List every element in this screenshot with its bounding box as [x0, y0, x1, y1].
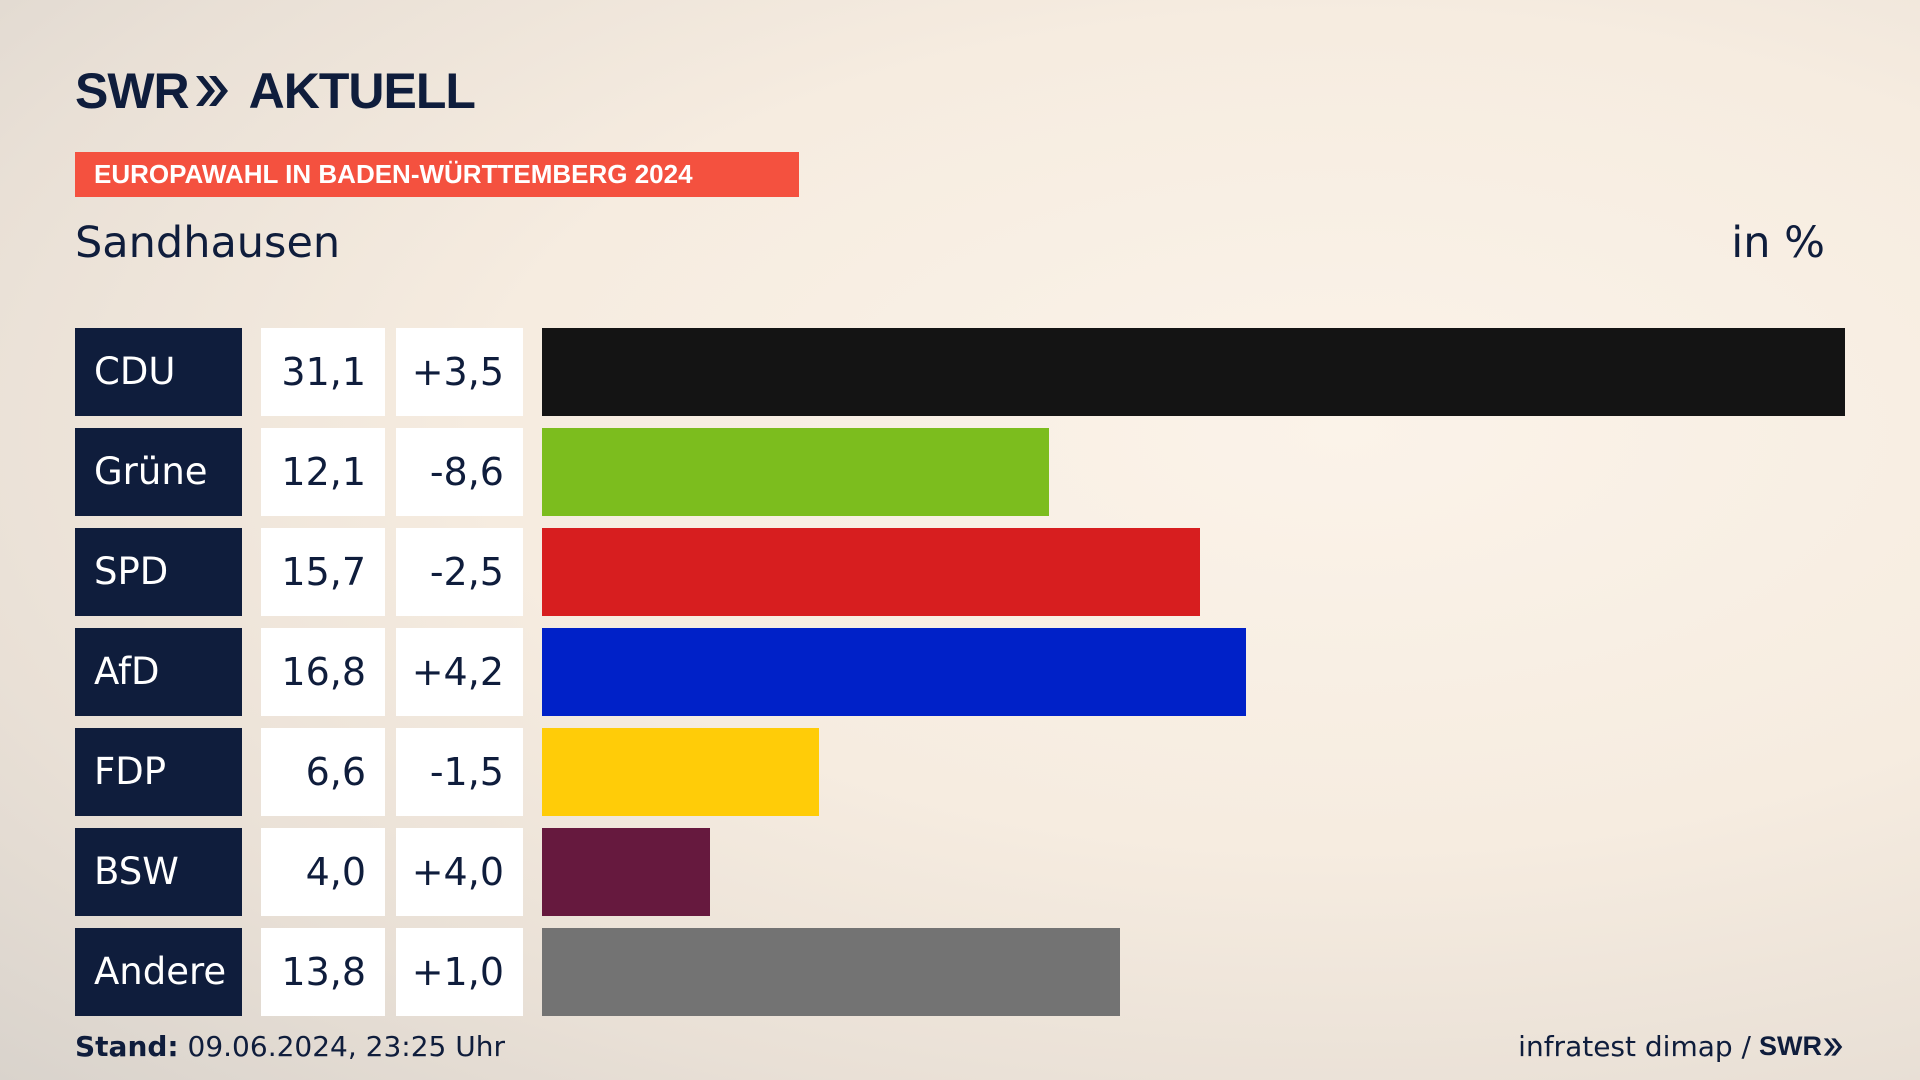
party-name: Grüne	[75, 428, 242, 516]
region-title: Sandhausen	[75, 218, 341, 268]
double-chevron-icon-small	[1823, 1037, 1843, 1056]
logo-aktuell-text: AKTUELL	[248, 63, 476, 119]
vote-change: -1,5	[396, 728, 523, 816]
vote-change: +1,0	[396, 928, 523, 1016]
election-banner: EUROPAWAHL IN BADEN-WÜRTTEMBERG 2024	[75, 152, 799, 197]
party-name: CDU	[75, 328, 242, 416]
result-bar	[542, 828, 710, 916]
result-bar	[542, 928, 1121, 1016]
result-bar	[542, 528, 1200, 616]
vote-share: 4,0	[261, 828, 385, 916]
stand-label: Stand:	[75, 1030, 179, 1063]
unit-label: in %	[1731, 218, 1825, 268]
party-name: BSW	[75, 828, 242, 916]
vote-share: 13,8	[261, 928, 385, 1016]
vote-share: 16,8	[261, 628, 385, 716]
vote-change: +4,0	[396, 828, 523, 916]
vote-share: 6,6	[261, 728, 385, 816]
vote-change: +4,2	[396, 628, 523, 716]
stand-value: 09.06.2024, 23:25 Uhr	[187, 1030, 505, 1063]
result-bar	[542, 428, 1049, 516]
vote-change: -8,6	[396, 428, 523, 516]
party-name: Andere	[75, 928, 242, 1016]
result-bar	[542, 328, 1845, 416]
logo-swr-text: SWR	[75, 63, 190, 119]
swr-aktuell-logo: SWR AKTUELL	[75, 63, 476, 119]
source-credit: infratest dimap / SWR	[1518, 1030, 1844, 1063]
vote-change: +3,5	[396, 328, 523, 416]
vote-share: 12,1	[261, 428, 385, 516]
timestamp: Stand: 09.06.2024, 23:25 Uhr	[75, 1030, 505, 1063]
party-name: SPD	[75, 528, 242, 616]
vote-change: -2,5	[396, 528, 523, 616]
party-name: AfD	[75, 628, 242, 716]
mini-logo-text: SWR	[1759, 1031, 1822, 1061]
party-name: FDP	[75, 728, 242, 816]
result-bar	[542, 728, 819, 816]
vote-share: 15,7	[261, 528, 385, 616]
swr-mini-logo: SWR	[1759, 1031, 1844, 1062]
result-bar	[542, 628, 1246, 716]
vote-share: 31,1	[261, 328, 385, 416]
source-text: infratest dimap /	[1518, 1030, 1751, 1063]
double-chevron-icon	[193, 72, 231, 110]
